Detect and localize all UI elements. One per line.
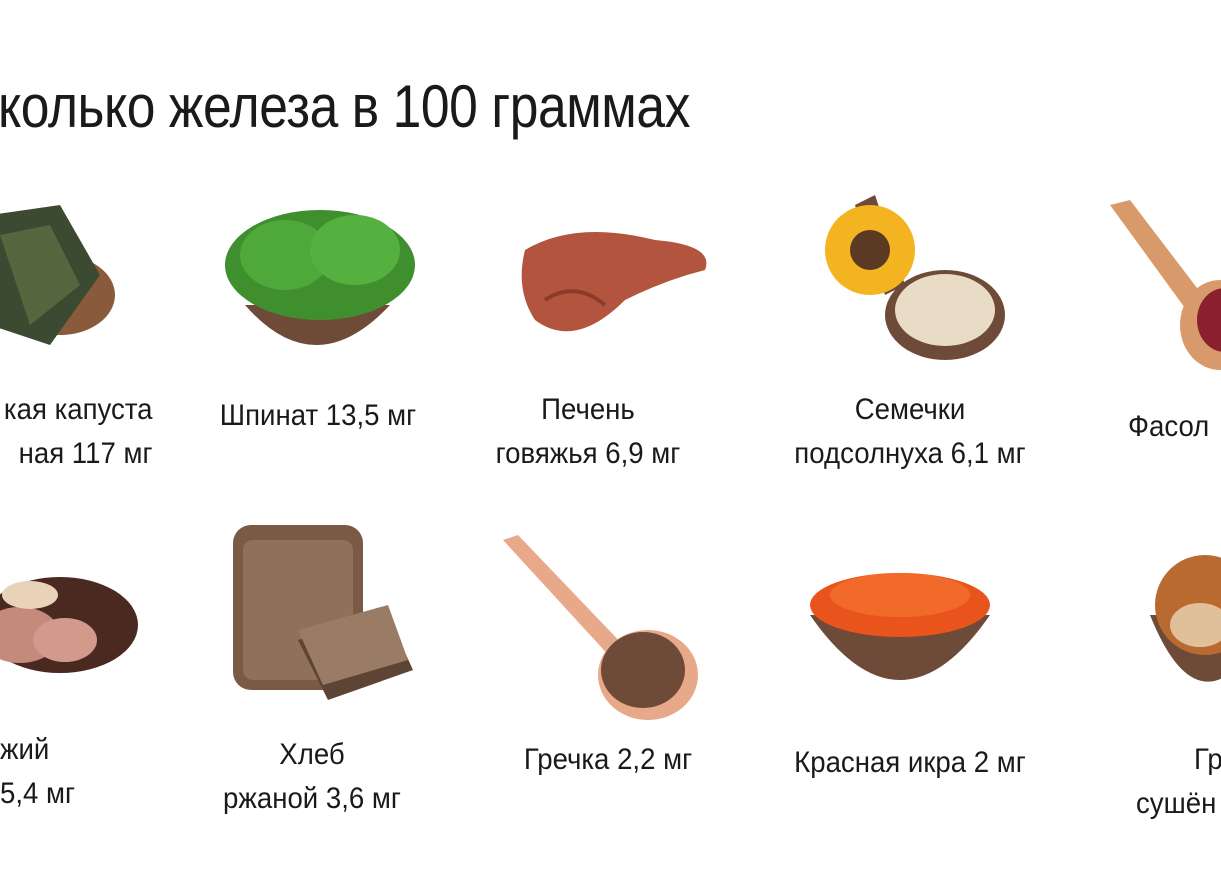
item-label-buckwheat: Гречка 2,2 мг: [442, 738, 773, 782]
label-line: говяжья 6,9 мг: [495, 437, 681, 470]
sunflower-seeds-icon: [825, 195, 1005, 360]
label-line: Шпинат 13,5 мг: [219, 399, 417, 432]
item-label-sunflower-seeds: Семечки подсолнуха 6,1 мг: [744, 388, 1075, 476]
label-line: подсолнуха 6,1 мг: [794, 437, 1026, 470]
red-caviar-icon: [810, 573, 990, 680]
label-line: Гр: [1193, 743, 1221, 776]
item-label-spinach: Шпинат 13,5 мг: [152, 394, 483, 438]
label-line: ржаной 3,6 мг: [223, 782, 401, 815]
label-line: Семечки: [854, 393, 966, 426]
label-line: ная 117 мг: [19, 437, 153, 470]
item-label-meat: жий 5,4 мг: [0, 728, 75, 816]
buckwheat-icon: [503, 535, 698, 720]
label-line: жий: [0, 733, 50, 766]
item-label-beans: Фасол: [1128, 405, 1209, 449]
item-label-mushrooms: Гр сушён: [1136, 738, 1221, 826]
meat-plate-icon: [0, 577, 138, 673]
label-line: Хлеб: [279, 738, 345, 771]
spinach-icon: [225, 210, 415, 345]
item-label-liver: Печень говяжья 6,9 мг: [422, 388, 753, 476]
seaweed-icon: [0, 205, 115, 345]
label-line: Фасол: [1128, 410, 1210, 443]
label-line: Печень: [541, 393, 635, 426]
dried-mushrooms-icon: [1150, 555, 1221, 682]
beans-icon: [1110, 200, 1221, 370]
label-line: Красная икра 2 мг: [794, 746, 1026, 779]
liver-icon: [521, 232, 707, 332]
page-title: колько железа в 100 граммах: [0, 73, 691, 140]
rye-bread-icon: [233, 525, 413, 700]
label-line: 5,4 мг: [0, 777, 76, 810]
label-line: Гречка 2,2 мг: [523, 743, 693, 776]
item-label-rye-bread: Хлеб ржаной 3,6 мг: [146, 733, 477, 821]
label-line: кая капуста: [4, 393, 153, 426]
label-line: сушён: [1136, 787, 1217, 820]
item-label-seaweed: кая капуста ная 117 мг: [4, 388, 153, 476]
item-label-red-caviar: Красная икра 2 мг: [744, 741, 1075, 785]
